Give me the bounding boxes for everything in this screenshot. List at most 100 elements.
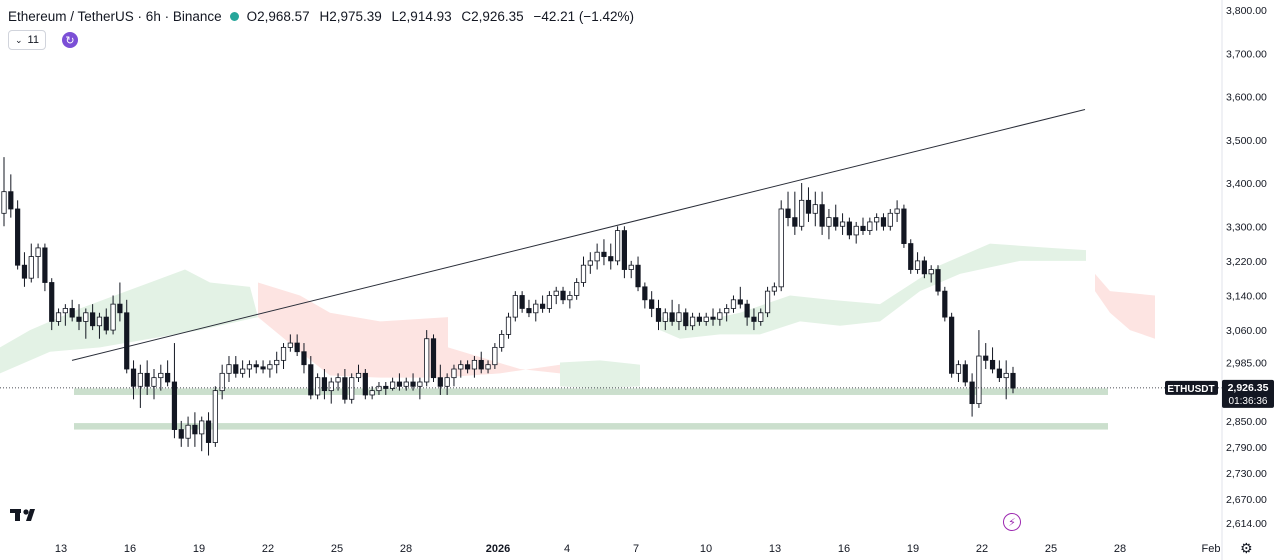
candle <box>635 256 641 292</box>
candle <box>655 299 662 331</box>
candle <box>35 243 41 279</box>
candle <box>383 381 389 395</box>
candle <box>151 369 157 400</box>
candle <box>280 343 287 370</box>
candle <box>533 299 539 322</box>
gear-icon[interactable]: ⚙ <box>1240 540 1253 556</box>
candle <box>1010 366 1016 394</box>
candle <box>799 183 805 231</box>
candle <box>778 200 784 292</box>
candle <box>587 252 593 274</box>
candle <box>860 217 866 235</box>
support-zones <box>74 388 1108 430</box>
time-tick-label: 10 <box>700 543 712 555</box>
candle <box>355 364 362 382</box>
ohlc-values: O2,968.57 H2,975.39 L2,914.93 C2,926.35 … <box>247 9 640 24</box>
candle <box>942 286 948 322</box>
candle <box>771 282 777 296</box>
symbol-title[interactable]: Ethereum / TetherUS · 6h · Binance <box>8 8 222 24</box>
candle <box>430 334 437 382</box>
close-label: C <box>461 8 472 24</box>
candle <box>492 343 498 370</box>
bar-countdown: 01:36:36 <box>1229 396 1268 407</box>
candle <box>826 208 832 240</box>
candle <box>839 213 846 235</box>
candle <box>567 291 573 309</box>
candle <box>458 360 464 378</box>
candle <box>949 312 955 378</box>
time-tick-label: 22 <box>976 543 988 555</box>
tradingview-logo-icon[interactable] <box>10 506 42 524</box>
indicator-count: 11 <box>27 34 39 46</box>
price-tick-label: 2,790.00 <box>1226 442 1267 454</box>
candle <box>867 217 873 235</box>
refresh-icon[interactable]: ↻ <box>61 32 78 48</box>
candle <box>669 299 675 326</box>
candle <box>444 373 450 395</box>
time-tick-label: Feb <box>1202 543 1221 555</box>
candle <box>212 386 218 447</box>
candle <box>137 364 143 408</box>
candle <box>717 308 723 326</box>
cloud-segment <box>1095 273 1155 339</box>
candle <box>267 360 273 378</box>
candle <box>580 256 587 287</box>
price-tick-label: 3,400.00 <box>1226 178 1267 190</box>
candle <box>710 308 716 326</box>
candle <box>880 213 887 231</box>
candle <box>764 286 771 318</box>
candle <box>83 308 89 339</box>
candle <box>921 256 927 279</box>
candle <box>49 278 55 331</box>
candle <box>15 200 21 270</box>
candle <box>833 204 839 231</box>
time-tick-label: 13 <box>55 543 67 555</box>
support-zone[interactable] <box>74 423 1108 430</box>
price-tick-label: 2,730.00 <box>1226 468 1267 480</box>
candle <box>42 243 48 292</box>
candle <box>737 286 743 309</box>
candle <box>369 386 375 400</box>
time-axis[interactable]: 13 16 19 22 25 28 2026 4 7 10 13 16 19 22 25 28 Feb <box>55 543 1221 555</box>
candle <box>8 174 14 218</box>
candle <box>1 157 7 227</box>
candle <box>478 351 484 374</box>
candle <box>192 412 198 447</box>
candle <box>390 377 396 391</box>
candle <box>696 312 702 326</box>
time-tick-label: 22 <box>262 543 274 555</box>
price-tick-label: 3,060.00 <box>1226 325 1267 337</box>
chevron-down-icon: ⌄ <box>15 34 23 45</box>
candle <box>424 330 430 387</box>
close-value: 2,926.35 <box>471 8 524 24</box>
candle <box>362 369 368 400</box>
candle <box>805 187 812 222</box>
candle <box>601 239 607 266</box>
high-value: 2,975.39 <box>329 8 382 24</box>
trendline[interactable] <box>71 109 1086 361</box>
price-tag-value: 2,926.35 <box>1228 382 1269 394</box>
candle <box>683 308 689 331</box>
candle <box>1003 360 1009 400</box>
candle <box>512 291 518 322</box>
candle <box>887 208 893 231</box>
lightning-icon[interactable]: ⚡ <box>1003 513 1021 531</box>
candle <box>962 360 968 387</box>
candle <box>62 304 68 326</box>
candle <box>996 360 1002 382</box>
candle <box>526 299 532 318</box>
price-tick-label: 3,500.00 <box>1226 135 1267 147</box>
support-zone[interactable] <box>74 388 1108 395</box>
price-tick-label: 2,850.00 <box>1226 416 1267 428</box>
candle <box>935 265 941 296</box>
indicators-toggle-button[interactable]: ⌄ 11 <box>8 30 46 50</box>
trendline-segment[interactable] <box>71 109 1086 361</box>
candle <box>676 304 682 331</box>
candle <box>614 226 621 266</box>
time-tick-label: 13 <box>769 543 781 555</box>
candle <box>628 260 634 279</box>
candle <box>908 239 914 274</box>
open-value: 2,968.57 <box>257 8 310 24</box>
candle <box>853 221 859 244</box>
